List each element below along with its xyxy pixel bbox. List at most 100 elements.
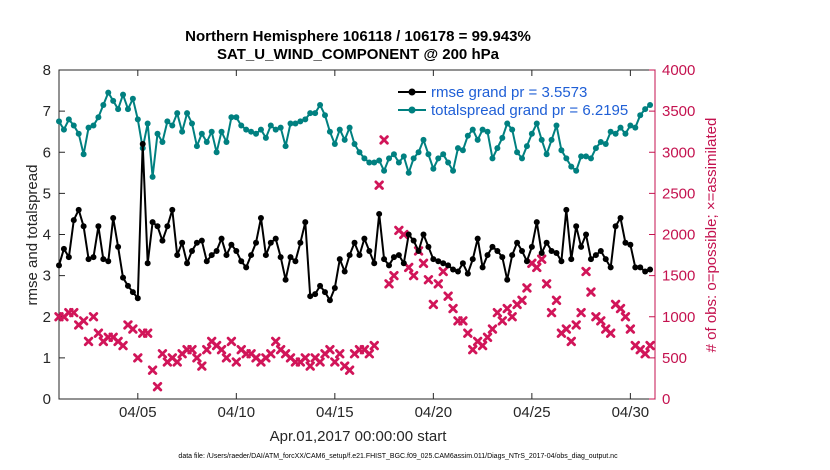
rmse-marker	[637, 264, 644, 271]
totalspread-marker	[464, 132, 471, 139]
obs-assimilated-marker	[379, 135, 389, 145]
rmse-marker	[479, 264, 486, 271]
totalspread-marker	[198, 130, 205, 137]
obs-assimilated-marker	[541, 279, 552, 289]
rmse-marker	[587, 256, 594, 263]
rmse-marker	[366, 247, 373, 254]
legend-totalspread-marker	[408, 106, 416, 114]
rmse-marker	[213, 247, 220, 254]
obs-assimilated-marker	[517, 295, 527, 305]
totalspread-marker	[302, 116, 309, 123]
rmse-marker	[336, 256, 343, 263]
totalspread-marker	[523, 143, 530, 150]
totalspread-marker	[80, 151, 87, 158]
rmse-marker	[65, 254, 72, 261]
totalspread-marker	[528, 130, 535, 137]
obs-assimilated-marker	[221, 353, 232, 363]
totalspread-marker	[331, 141, 338, 148]
obs-assimilated-marker	[571, 320, 581, 330]
obs-assimilated-marker	[477, 340, 488, 351]
totalspread-marker	[193, 143, 200, 150]
totalspread-marker	[149, 173, 156, 180]
rmse-marker	[56, 262, 62, 269]
rmse-marker	[578, 243, 585, 250]
rmse-marker	[528, 243, 535, 250]
totalspread-marker	[361, 155, 368, 162]
totalspread-marker	[326, 128, 333, 135]
totalspread-marker	[548, 136, 555, 143]
totalspread-marker	[292, 120, 299, 127]
totalspread-marker	[514, 149, 521, 156]
obs-assimilated-marker	[315, 357, 325, 367]
obs-assimilated-marker	[507, 312, 517, 322]
totalspread-marker	[622, 130, 629, 137]
rmse-marker	[75, 206, 82, 213]
totalspread-marker	[351, 141, 358, 148]
rmse-marker	[464, 270, 471, 277]
y-tick-label: 3	[43, 268, 51, 285]
y-axis-right: 0 500 1000 1500 2000 2500 3000 3500 4000	[649, 62, 695, 408]
y2-tick-label: 2500	[662, 185, 695, 202]
totalspread-marker	[637, 112, 644, 119]
y2-tick-label: 0	[662, 391, 670, 408]
legend-totalspread-label: totalspread grand pr = 6.2195	[431, 102, 628, 119]
rmse-marker	[149, 219, 156, 226]
y2-tick-label: 4000	[662, 62, 695, 79]
rmse-marker	[341, 268, 348, 275]
totalspread-marker	[578, 153, 585, 160]
totalspread-marker	[115, 106, 122, 113]
totalspread-marker	[489, 155, 496, 162]
y2-axis-label: # of obs: o=possible; ×=assimilated	[703, 118, 720, 353]
rmse-marker	[317, 282, 324, 289]
rmse-marker	[272, 235, 279, 242]
rmse-marker	[90, 254, 97, 261]
rmse-marker	[223, 252, 230, 259]
totalspread-marker	[248, 128, 255, 135]
rmse-marker	[110, 215, 117, 222]
obs-assimilated-marker	[157, 349, 168, 359]
rmse-marker	[193, 239, 200, 246]
obs-assimilated-marker	[152, 381, 163, 392]
rmse-marker	[622, 239, 629, 246]
obs-assimilated-marker	[197, 361, 207, 371]
obs-assimilated-marker	[266, 349, 276, 359]
totalspread-marker	[509, 126, 516, 133]
totalspread-marker	[100, 101, 107, 108]
rmse-marker	[425, 243, 432, 250]
totalspread-marker	[583, 153, 590, 160]
rmse-marker	[400, 260, 407, 267]
y-tick-label: 0	[43, 391, 51, 408]
totalspread-marker	[297, 118, 304, 125]
rmse-marker	[174, 252, 181, 259]
totalspread-marker	[607, 128, 614, 135]
x-tick-label: 04/05	[119, 404, 157, 421]
rmse-marker	[95, 223, 102, 230]
y2-tick-label: 3000	[662, 144, 695, 161]
obs-assimilated-marker	[399, 229, 409, 240]
rmse-marker	[70, 217, 77, 224]
obs-assimilated-marker	[187, 344, 197, 355]
obs-assimilated-marker	[625, 324, 636, 334]
obs-assimilated-marker	[226, 336, 237, 347]
totalspread-marker	[179, 128, 186, 135]
totalspread-marker	[538, 136, 545, 143]
totalspread-marker	[267, 122, 274, 129]
totalspread-marker	[65, 116, 72, 123]
rmse-marker	[326, 297, 333, 304]
rmse-marker	[144, 260, 151, 267]
obs-assimilated-marker	[551, 295, 562, 305]
totalspread-marker	[223, 138, 230, 145]
rmse-marker	[390, 254, 397, 261]
rmse-marker	[494, 247, 501, 254]
rmse-marker	[592, 252, 599, 259]
totalspread-marker	[95, 114, 102, 121]
rmse-marker	[642, 268, 649, 275]
rmse-marker	[568, 256, 575, 263]
totalspread-marker	[425, 151, 432, 158]
rmse-marker	[435, 258, 442, 265]
x-tick-label: 04/20	[415, 404, 453, 421]
rmse-marker	[351, 239, 358, 246]
rmse-marker	[60, 245, 67, 252]
totalspread-marker	[587, 155, 594, 162]
rmse-marker	[617, 215, 624, 222]
